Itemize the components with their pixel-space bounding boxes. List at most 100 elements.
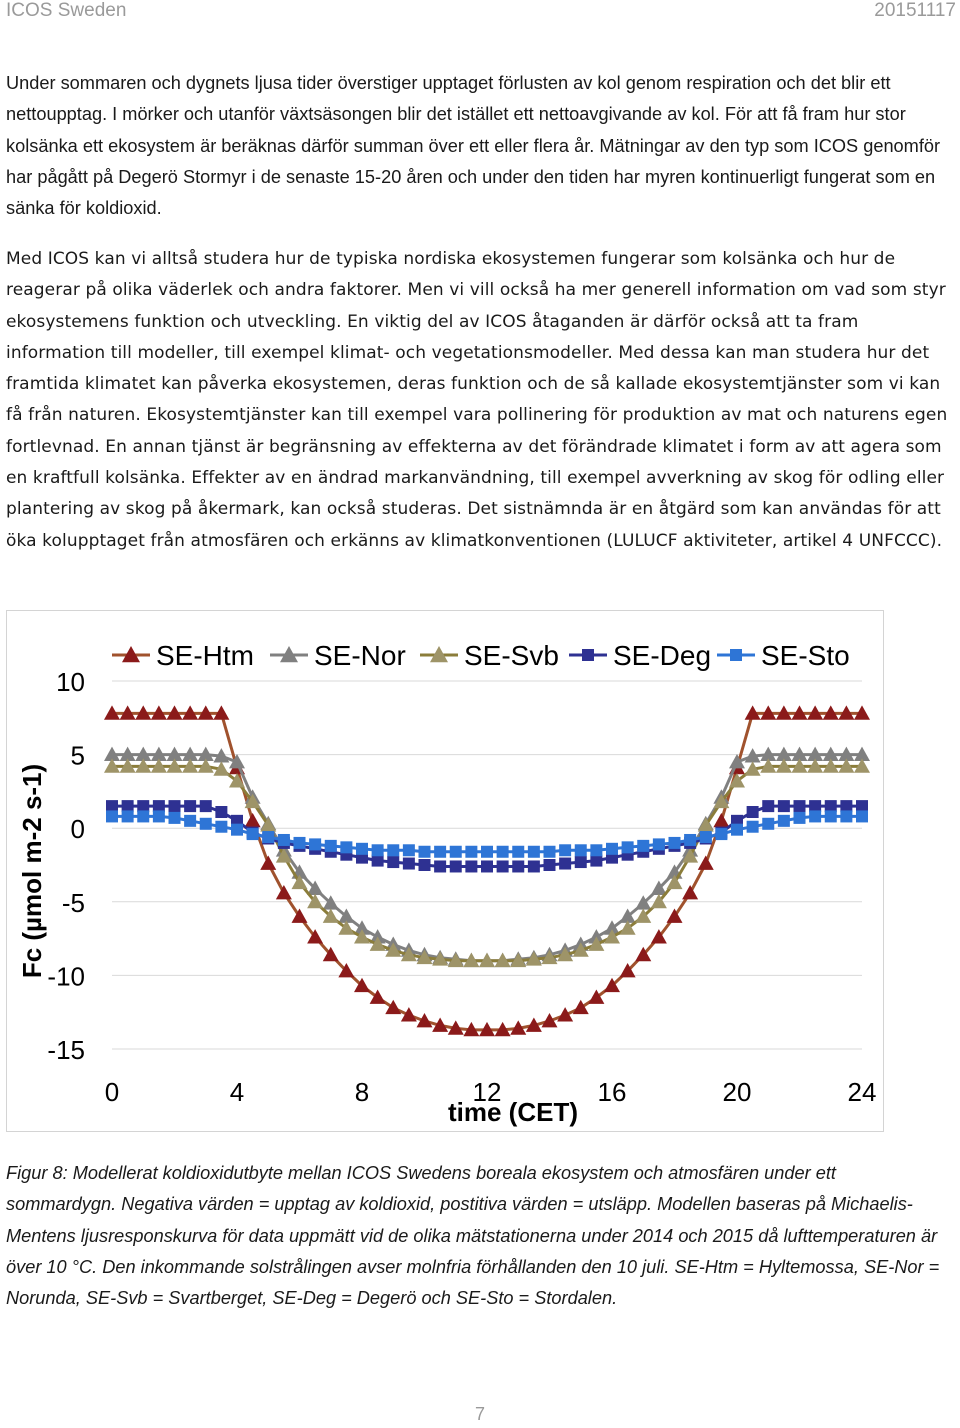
data-point	[106, 800, 118, 813]
data-point	[807, 705, 824, 720]
data-point	[666, 874, 683, 890]
data-point	[150, 705, 167, 720]
data-point	[775, 758, 792, 773]
data-point	[275, 884, 292, 900]
data-point	[541, 949, 558, 965]
data-point	[744, 705, 761, 720]
data-point	[387, 844, 400, 857]
data-point	[449, 860, 462, 873]
data-point	[416, 1013, 433, 1028]
data-point	[775, 746, 792, 761]
legend-item-se-deg: SE-Deg	[569, 640, 711, 671]
data-point	[262, 831, 275, 844]
data-point	[119, 758, 136, 773]
data-point	[277, 833, 290, 846]
page-number: 7	[474, 1404, 485, 1424]
data-point	[635, 946, 652, 962]
data-point	[354, 929, 370, 944]
data-point	[762, 817, 775, 830]
data-point	[434, 845, 447, 858]
x-axis-label: time (CET)	[448, 1097, 578, 1127]
data-point	[215, 806, 228, 819]
data-point	[635, 908, 652, 923]
data-point	[418, 859, 431, 871]
data-point	[416, 949, 433, 965]
data-point	[682, 848, 699, 863]
data-point	[244, 812, 261, 828]
data-point	[166, 705, 183, 720]
data-point	[777, 800, 790, 813]
data-point	[588, 989, 605, 1004]
data-point	[572, 999, 589, 1015]
data-point	[231, 823, 243, 836]
data-point	[572, 942, 589, 957]
data-point	[137, 810, 150, 823]
data-point	[260, 817, 277, 832]
data-point	[525, 1017, 542, 1032]
data-point	[135, 746, 152, 761]
x-tick-label: 20	[723, 1077, 752, 1107]
data-point	[557, 1007, 574, 1022]
y-tick-label: 0	[71, 814, 85, 844]
data-point	[762, 800, 775, 813]
data-point	[260, 855, 277, 870]
data-point	[791, 758, 808, 773]
data-point	[385, 942, 402, 957]
data-point	[371, 844, 384, 857]
data-point	[619, 908, 636, 923]
data-point	[809, 810, 822, 823]
data-point	[432, 951, 449, 966]
legend-item-se-sto: SE-Sto	[717, 640, 850, 671]
data-point	[447, 952, 464, 968]
data-point	[244, 793, 261, 809]
data-point	[135, 705, 152, 720]
data-point	[791, 746, 808, 761]
data-point	[793, 811, 806, 824]
data-point	[715, 828, 728, 841]
legend-marker	[122, 646, 140, 663]
header-date: 20151117	[874, 0, 956, 21]
data-point	[152, 800, 165, 813]
data-point	[121, 800, 134, 813]
data-point	[291, 874, 308, 890]
x-tick-labels: 0 4 8 12 16 20 24	[105, 1077, 877, 1107]
data-point	[590, 854, 603, 867]
data-point	[496, 845, 509, 858]
x-tick-label: 4	[230, 1077, 244, 1107]
data-point	[744, 748, 761, 763]
data-point	[481, 845, 493, 858]
y-tick-labels: 10 5 0 -5 -10 -15	[47, 667, 85, 1065]
data-point	[199, 800, 212, 813]
data-point	[104, 746, 120, 761]
data-point	[856, 810, 868, 823]
x-tick-label: 8	[355, 1077, 369, 1107]
data-point	[512, 860, 525, 873]
legend: SE-Htm SE-Nor SE-Svb SE-Deg SE-Sto	[112, 640, 850, 671]
data-point	[731, 823, 743, 836]
data-point	[213, 748, 230, 763]
data-point	[400, 1007, 417, 1022]
data-point	[168, 811, 181, 824]
data-point	[229, 753, 245, 769]
data-point	[449, 845, 462, 858]
figure-chart: 10 5 0 -5 -10 -15 0 4 8 12 16 20 24 SE-Htm SE-Nor SE-…	[6, 610, 884, 1132]
data-point	[309, 838, 322, 851]
data-point	[322, 908, 339, 923]
data-point	[369, 989, 386, 1004]
data-point	[465, 845, 478, 858]
data-point	[604, 920, 620, 935]
data-point	[447, 1020, 464, 1035]
data-point	[479, 952, 495, 968]
data-point	[822, 705, 839, 720]
data-point	[150, 746, 167, 761]
legend-label: SE-Htm	[156, 640, 254, 671]
data-point	[371, 854, 384, 867]
data-point	[322, 895, 339, 910]
y-tick-label: -10	[47, 961, 85, 991]
data-point	[838, 746, 855, 761]
x-tick-label: 16	[598, 1077, 627, 1107]
data-point	[104, 705, 120, 720]
data-point	[729, 753, 745, 769]
data-point	[275, 848, 292, 863]
